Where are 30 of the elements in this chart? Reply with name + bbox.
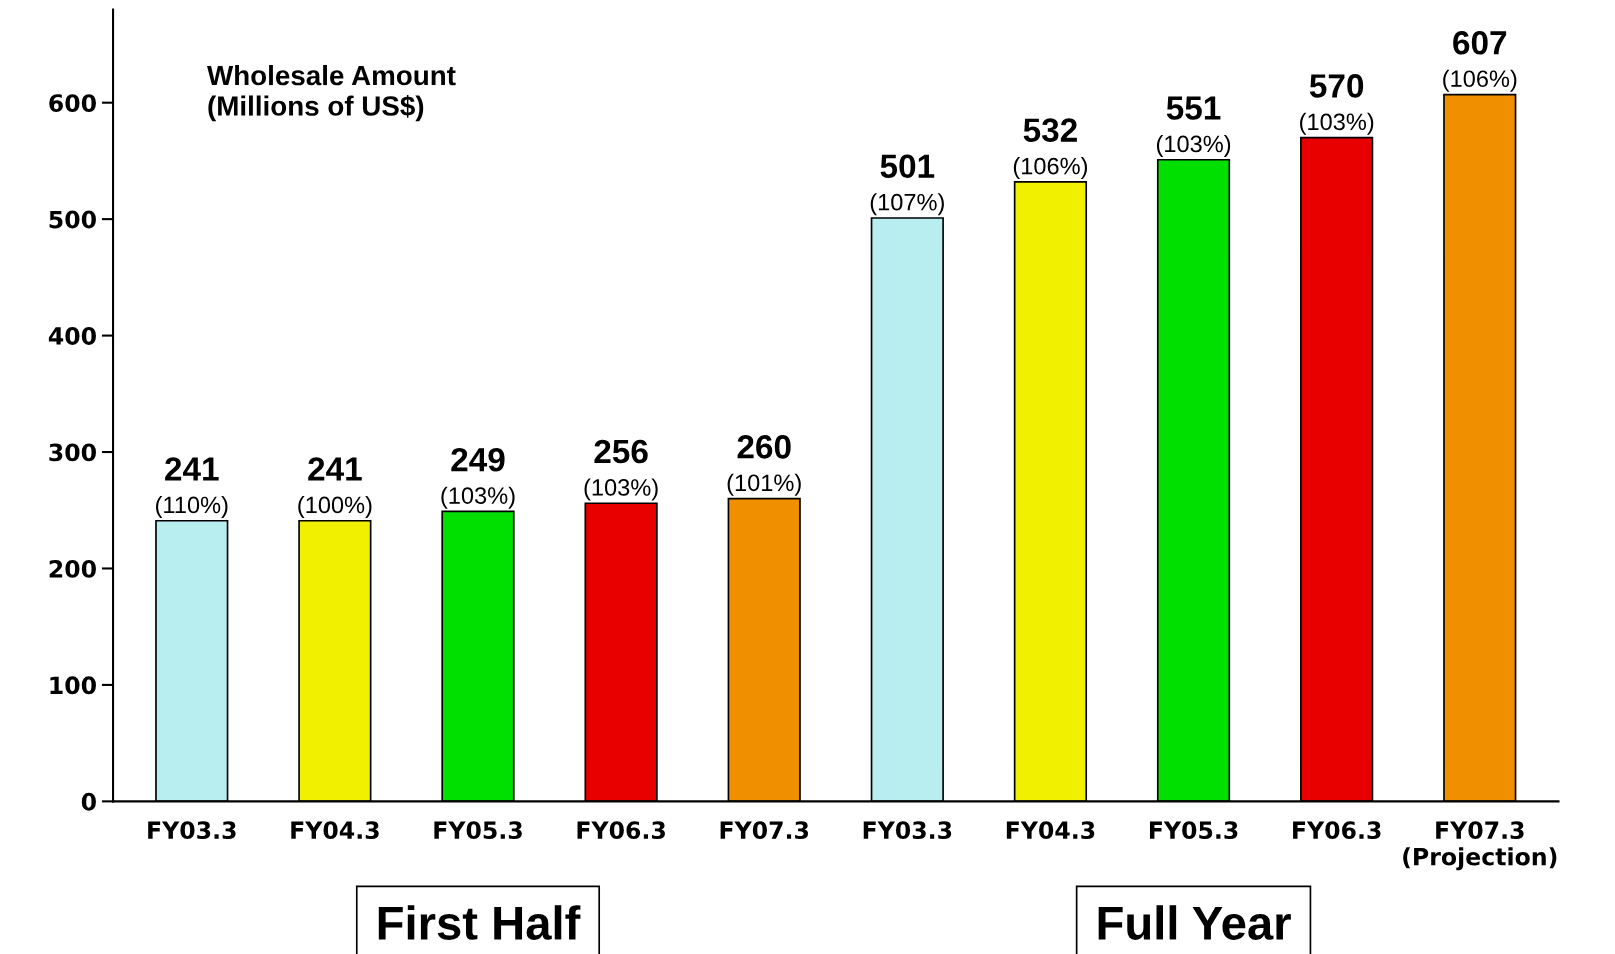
data-label: 241 (100%): [298, 457, 372, 518]
y-tick-label: 400: [48, 327, 96, 345]
x-tick-label: FY04.3: [291, 821, 379, 840]
data-label: 249 (103%): [441, 447, 515, 509]
y-tick-label: 500: [49, 210, 96, 229]
data-label: 607 (106%): [1443, 31, 1517, 92]
x-tick-label: FY07.3 (Projection): [1403, 821, 1557, 871]
y-tick-label: 600: [49, 94, 96, 112]
x-tick-label: FY06.3: [1293, 821, 1381, 840]
data-label: 256 (103%): [584, 439, 658, 501]
data-label: 570 (103%): [1300, 74, 1374, 135]
x-tick-label: FY05.3: [434, 821, 522, 840]
y-tick-label: 300: [49, 443, 96, 462]
x-tick-label: FY03.3: [148, 821, 236, 840]
x-tick-label: FY04.3: [1006, 821, 1095, 840]
y-axis-title: Wholesale Amount (Millions of US$): [207, 64, 456, 122]
data-label: 501 (107%): [870, 154, 944, 216]
y-tick-label: 200: [49, 559, 96, 578]
text: First Half: [378, 905, 581, 940]
data-label: 551 (103%): [1156, 96, 1231, 157]
y-tick-label: 0: [81, 792, 96, 811]
data-label: 241 (110%): [156, 457, 228, 518]
data-label: 532 (106%): [1013, 118, 1088, 180]
x-tick-label: FY07.3: [720, 821, 809, 840]
x-tick-label: FY05.3: [1149, 821, 1238, 840]
data-label: 260 (101%): [727, 435, 801, 496]
x-tick-label: FY06.3: [577, 821, 665, 840]
x-tick-label: FY03.3: [863, 821, 952, 840]
text: Full Year: [1098, 905, 1291, 940]
y-tick-label: 100: [50, 676, 96, 695]
